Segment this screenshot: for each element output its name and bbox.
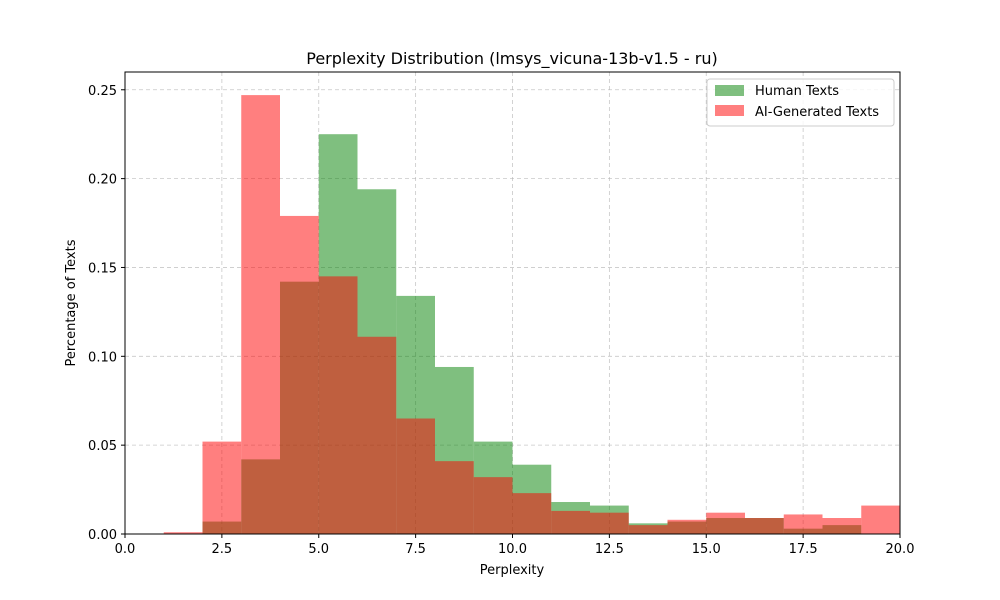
ai-bar [822,518,862,534]
bars [163,95,900,534]
x-axis-label: Perplexity [480,563,545,578]
legend-swatch-human [715,85,744,96]
x-axis-ticks: 0.0 2.5 5.0 7.5 10.0 12.5 15.0 17.5 20.0 [115,534,915,557]
ai-bar [435,461,474,534]
ai-bar [551,510,590,534]
x-tick-label: 2.5 [212,542,233,557]
ai-bar [590,512,629,534]
ai-bar [706,512,745,534]
ai-bar [357,336,397,534]
x-tick-label: 0.0 [115,542,136,557]
y-tick-label: 0.15 [88,261,117,276]
legend-label-human: Human Texts [755,84,839,99]
ai-bar [473,477,513,534]
ai-bar [628,525,668,534]
ai-bar [202,441,242,534]
ai-bar [745,518,784,534]
y-tick-label: 0.10 [88,350,117,365]
y-tick-label: 0.05 [88,439,117,454]
ai-bar [512,493,552,534]
ai-bar [318,276,358,534]
series-1 [163,95,900,534]
ai-bar [783,514,823,534]
legend-swatch-ai [715,105,744,116]
x-tick-label: 17.5 [789,542,818,557]
x-tick-label: 15.0 [692,542,721,557]
x-tick-label: 10.0 [498,542,527,557]
y-tick-label: 0.25 [88,84,117,99]
ai-bar [861,505,900,534]
legend: Human Texts AI-Generated Texts [706,78,895,127]
ai-bar [280,215,319,534]
ai-bar [163,532,203,534]
x-tick-label: 12.5 [595,542,624,557]
y-axis-label: Percentage of Texts [64,239,79,366]
ai-bar [396,418,435,534]
y-axis-ticks: 0.00 0.05 0.10 0.15 0.20 0.25 [88,84,125,543]
ai-bar [241,95,280,534]
x-tick-label: 7.5 [405,542,426,557]
ai-bar [667,519,707,534]
y-tick-label: 0.20 [88,173,117,188]
x-tick-label: 5.0 [308,542,329,557]
legend-box [706,78,895,127]
legend-label-ai: AI-Generated Texts [755,105,879,120]
y-tick-label: 0.00 [88,528,117,543]
chart-title: Perplexity Distribution (lmsys_vicuna-13… [306,49,718,69]
x-tick-label: 20.0 [886,542,915,557]
